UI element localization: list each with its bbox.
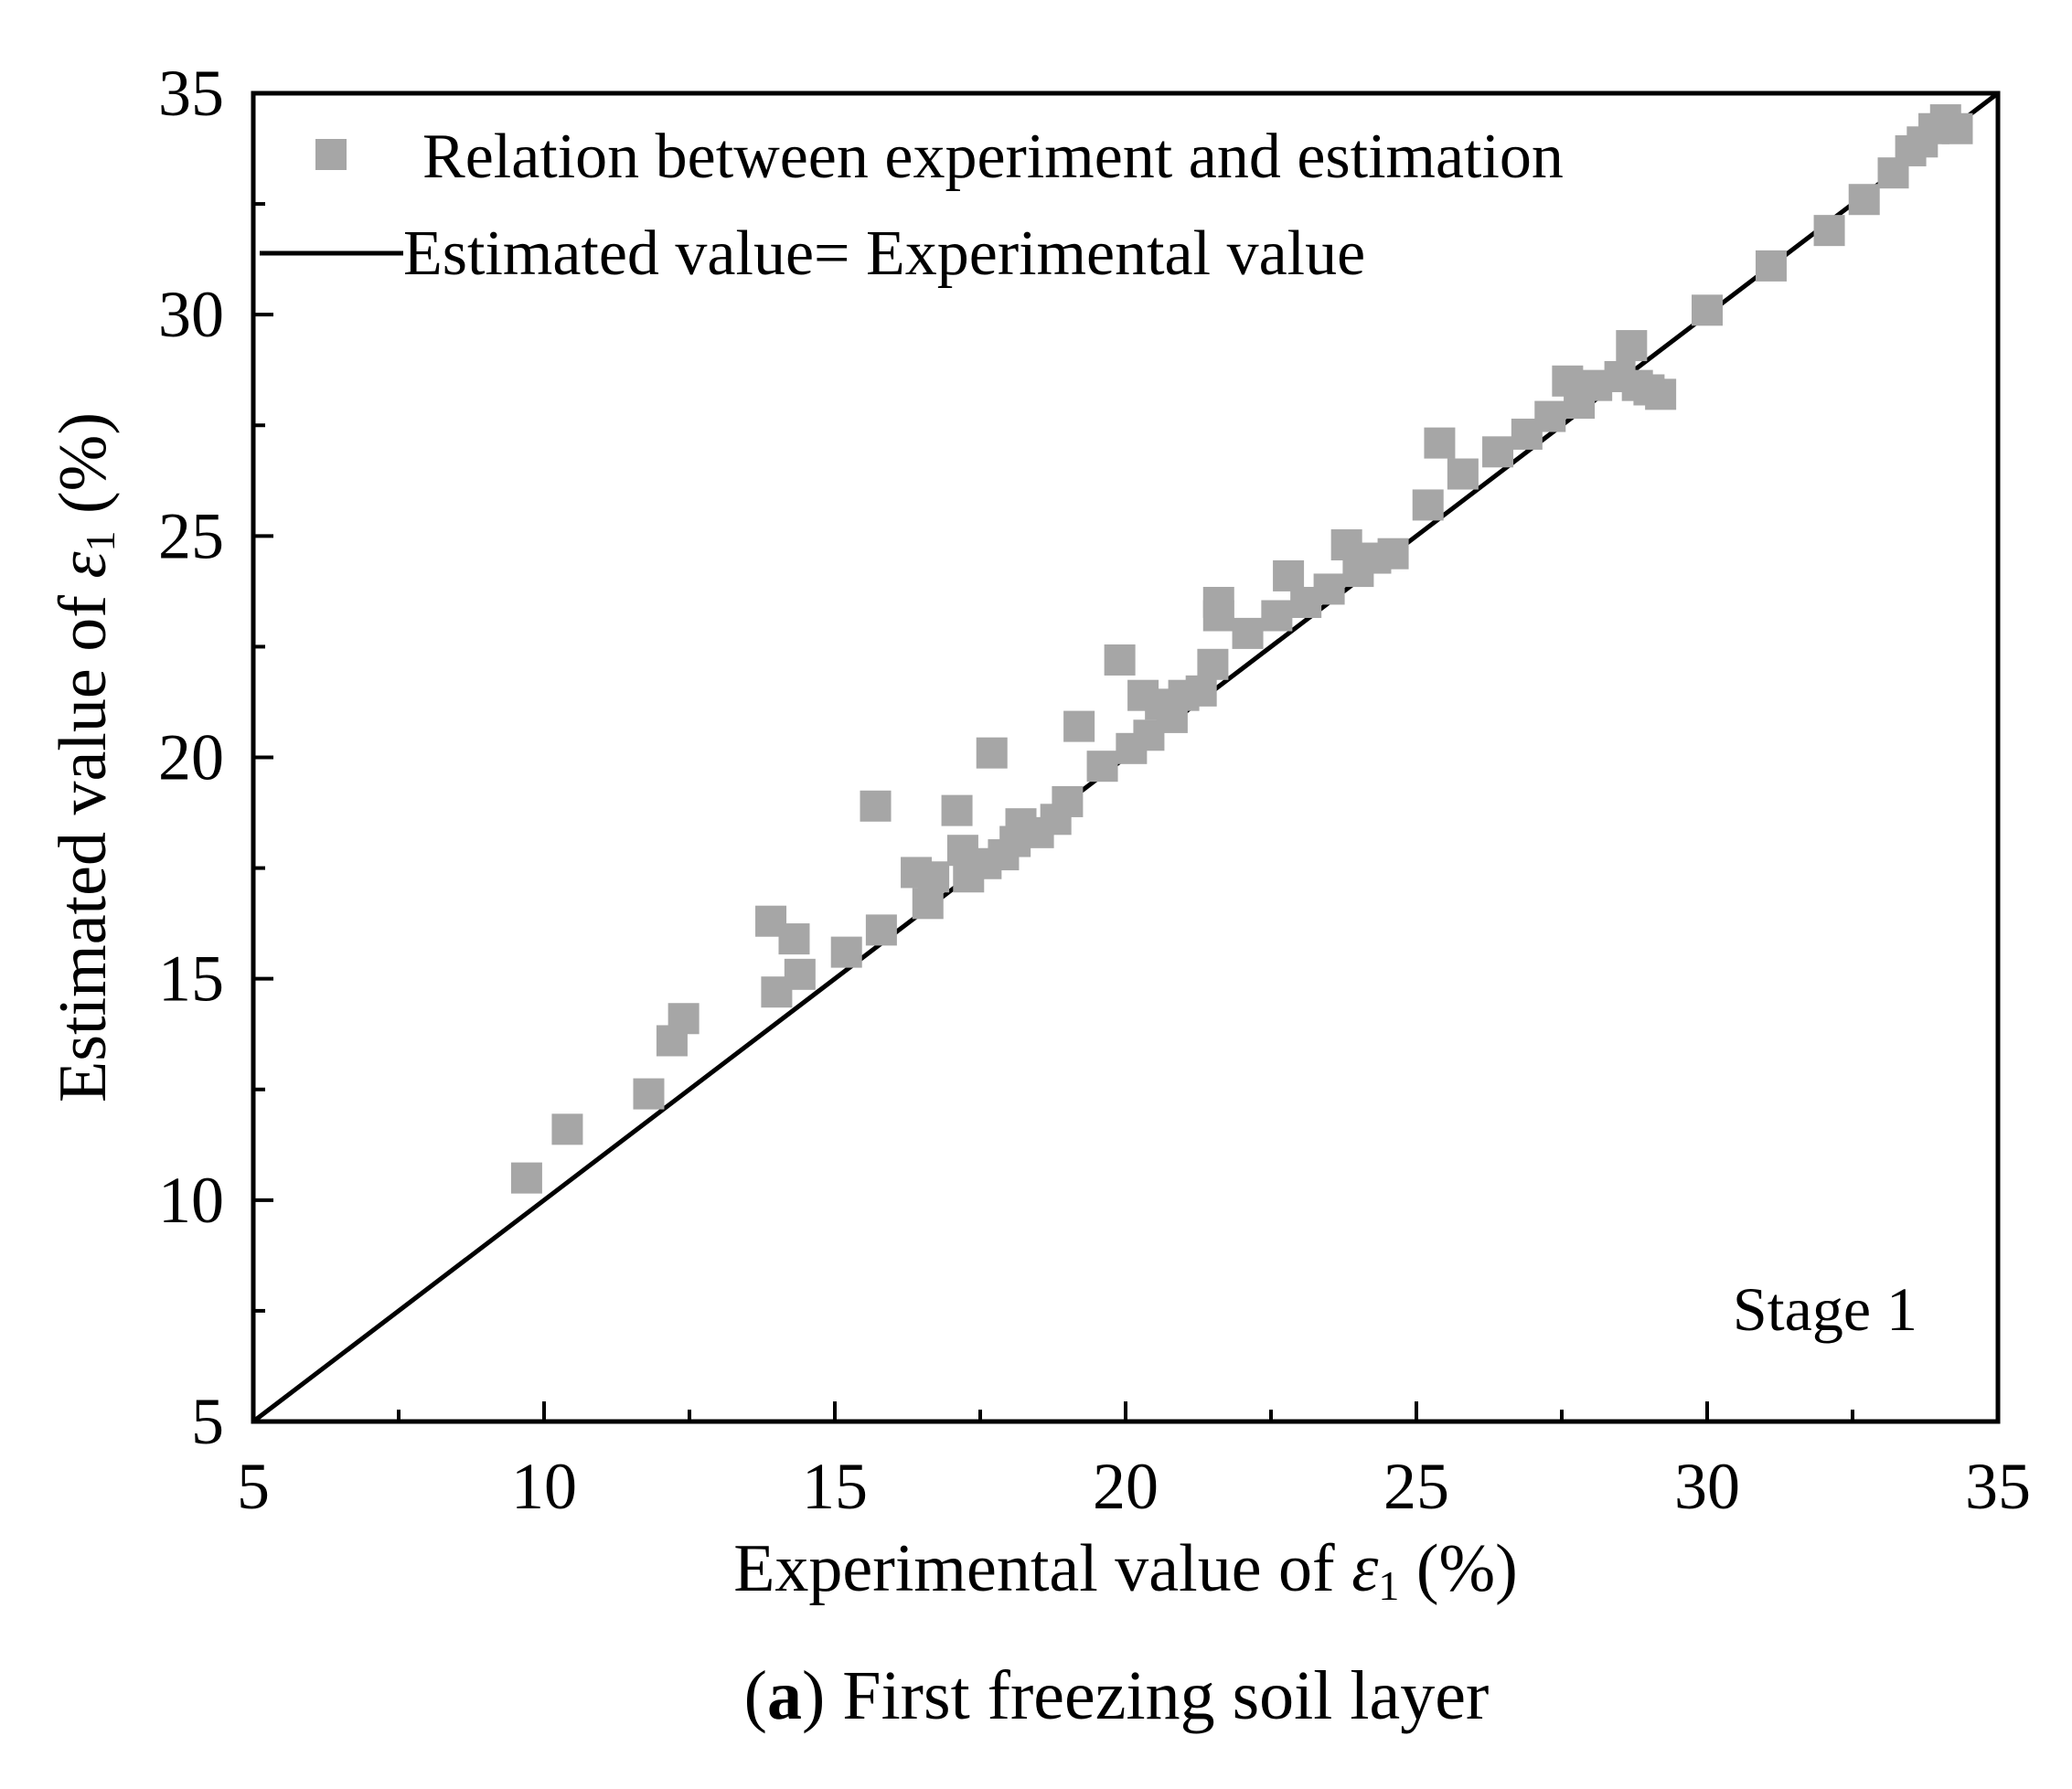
data-point-43 — [1313, 573, 1345, 605]
data-point-9 — [830, 936, 862, 968]
data-point-8 — [784, 958, 816, 990]
x-tick-label-35: 35 — [1965, 1450, 2031, 1523]
y-tick-label-5: 5 — [191, 1385, 224, 1458]
x-tick-label-5: 5 — [237, 1450, 270, 1523]
y-axis: 5 10 15 20 25 30 35 — [158, 57, 273, 1458]
data-point-11 — [865, 914, 897, 946]
caption-text: First freezing soil layer — [825, 1657, 1489, 1734]
data-point-7 — [778, 923, 810, 955]
data-point-1 — [551, 1113, 583, 1145]
data-point-48 — [1412, 489, 1444, 521]
data-point-50 — [1447, 458, 1479, 490]
data-point-41 — [1273, 559, 1305, 591]
x-tick-label-25: 25 — [1383, 1450, 1449, 1523]
plot-area — [251, 91, 2000, 1423]
x-tick-label-15: 15 — [802, 1450, 868, 1523]
data-point-62 — [1692, 294, 1723, 326]
x-tick-label-10: 10 — [511, 1450, 577, 1523]
data-point-38 — [1202, 586, 1234, 618]
legend-scatter-label: Relation between experiment and estimati… — [422, 122, 1564, 192]
data-point-65 — [1848, 184, 1880, 216]
y-axis-label-symbol: ε — [46, 551, 121, 579]
data-point-35 — [1185, 675, 1217, 707]
data-point-26 — [1063, 710, 1095, 742]
data-point-44 — [1330, 529, 1362, 561]
data-point-49 — [1424, 427, 1456, 459]
data-point-63 — [1755, 250, 1787, 282]
data-point-14 — [918, 861, 950, 893]
data-point-4 — [668, 1003, 700, 1035]
data-point-2 — [633, 1078, 665, 1110]
x-axis: 5 10 15 20 25 30 35 — [237, 1401, 2031, 1523]
data-point-71 — [1941, 112, 1973, 144]
data-point-25 — [1052, 785, 1084, 817]
y-tick-label-25: 25 — [158, 499, 224, 572]
data-point-36 — [1197, 648, 1229, 680]
stage-annotation: Stage 1 — [1733, 1274, 1917, 1344]
y-tick-label-10: 10 — [158, 1164, 224, 1237]
x-tick-label-30: 30 — [1674, 1450, 1740, 1523]
x-axis-label-unit: (%) — [1399, 1531, 1517, 1606]
caption-open-paren: ( — [744, 1657, 767, 1734]
figure-caption: (a) First freezing soil layer — [744, 1657, 1490, 1734]
legend: Relation between experiment and estimati… — [260, 122, 1564, 289]
data-point-58 — [1616, 330, 1648, 362]
x-axis-label-symbol: ε — [1351, 1531, 1379, 1606]
data-point-53 — [1534, 400, 1566, 432]
data-point-61 — [1645, 378, 1677, 410]
legend-line-label: Estimated value= Experimental value — [403, 218, 1365, 289]
data-point-47 — [1377, 538, 1409, 570]
y-axis-label-subscript: 1 — [77, 530, 123, 551]
data-point-10 — [860, 790, 892, 822]
data-point-0 — [510, 1162, 542, 1194]
x-tick-label-20: 20 — [1093, 1450, 1159, 1523]
y-tick-label-20: 20 — [158, 721, 224, 794]
legend-scatter-marker — [315, 139, 347, 170]
data-point-19 — [976, 737, 1008, 769]
data-point-13 — [912, 888, 944, 920]
caption-letter: a — [767, 1657, 802, 1734]
data-point-15 — [941, 794, 973, 826]
caption-close-paren: ) — [802, 1657, 825, 1734]
y-tick-label-30: 30 — [158, 278, 224, 351]
y-axis-label-prefix: Estimated value of — [46, 579, 121, 1102]
y-axis-label: Estimated value of ε1 (%) — [46, 412, 123, 1102]
y-tick-label-35: 35 — [158, 57, 224, 130]
data-point-51 — [1482, 436, 1514, 468]
data-point-40 — [1261, 600, 1293, 632]
y-tick-label-15: 15 — [158, 942, 224, 1016]
data-point-39 — [1232, 617, 1264, 649]
x-axis-label: Experimental value of ε1 (%) — [733, 1531, 1518, 1609]
x-axis-label-subscript: 1 — [1378, 1562, 1399, 1609]
data-point-28 — [1104, 644, 1136, 676]
data-points — [510, 104, 1973, 1194]
x-axis-label-prefix: Experimental value of — [733, 1531, 1351, 1606]
data-point-64 — [1813, 215, 1845, 247]
data-point-27 — [1086, 751, 1118, 783]
y-axis-label-unit: (%) — [46, 412, 121, 530]
